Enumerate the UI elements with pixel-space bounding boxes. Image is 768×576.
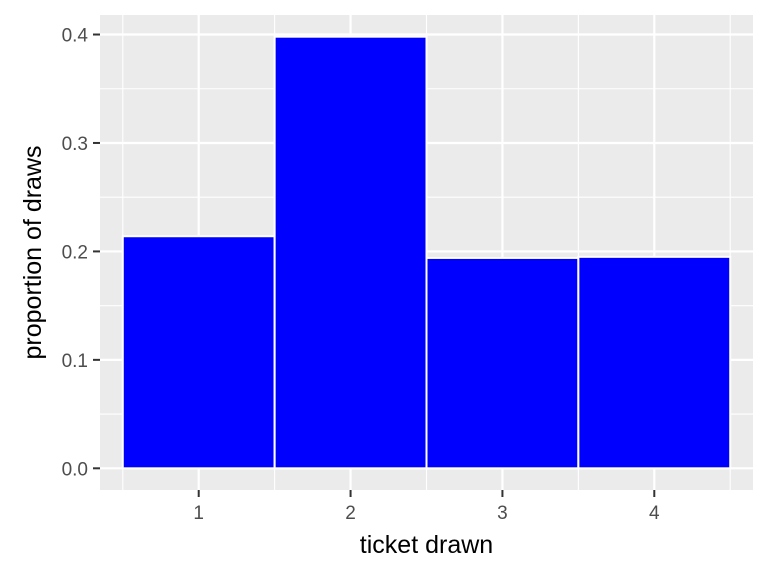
bar-2: [273, 35, 428, 470]
y-tick-label: 0.3: [62, 134, 88, 155]
y-tick-label: 0.4: [62, 26, 89, 47]
bar-3: [425, 256, 580, 470]
x-tick-label: 1: [193, 503, 204, 524]
bar-1: [121, 235, 276, 470]
y-tick-label: 0.2: [62, 242, 88, 263]
y-axis-title: proportion of draws: [19, 145, 47, 359]
x-tick-label: 4: [649, 503, 660, 524]
bars: [121, 35, 732, 470]
bar-4: [577, 255, 732, 470]
x-tick-label: 2: [345, 503, 356, 524]
x-tick-label: 3: [497, 503, 508, 524]
y-tick-label: 0.1: [62, 351, 88, 372]
y-tick-label: 0.0: [62, 459, 88, 480]
axes: 0.0 0.1 0.2 0.3 0.4 1 2 3 4: [62, 26, 660, 524]
x-axis-title: ticket drawn: [360, 531, 493, 559]
